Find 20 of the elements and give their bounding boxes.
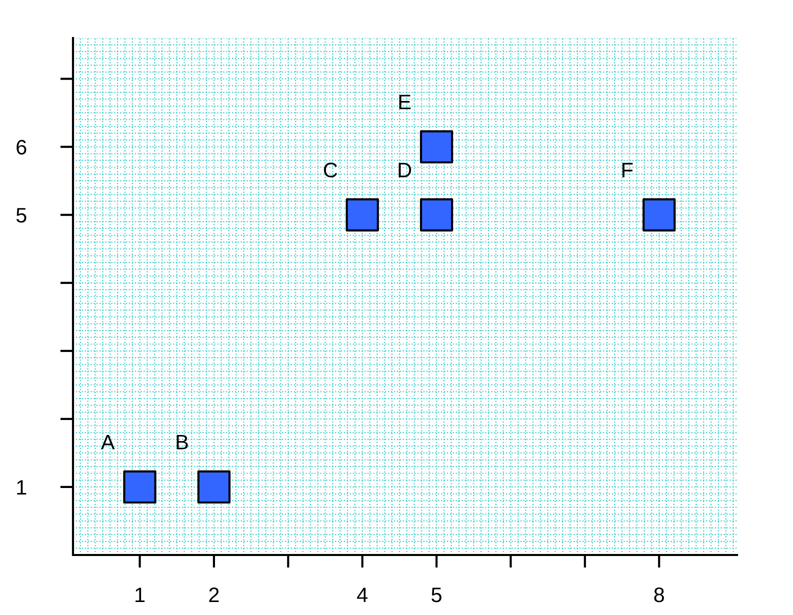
x-tick-label: 5 — [432, 588, 442, 602]
y-tick-label: 6 — [16, 140, 26, 155]
x-tick-label: 2 — [209, 587, 219, 602]
x-tick-label: 8 — [654, 587, 664, 602]
annotation: E — [399, 94, 411, 110]
point — [420, 198, 454, 232]
point — [420, 130, 454, 164]
y-tick-label: 5 — [16, 208, 26, 223]
annotation: C — [324, 162, 338, 178]
point — [346, 198, 379, 232]
annotation: D — [398, 162, 412, 178]
x-tick-label: 4 — [357, 588, 368, 602]
point — [642, 198, 676, 232]
y-tick-label: 1 — [17, 480, 26, 495]
annotation: F — [622, 162, 633, 178]
annotation: B — [176, 434, 188, 450]
point — [123, 470, 156, 504]
x-tick-label: 1 — [136, 588, 145, 602]
annotation: A — [100, 434, 115, 450]
point — [197, 470, 231, 504]
